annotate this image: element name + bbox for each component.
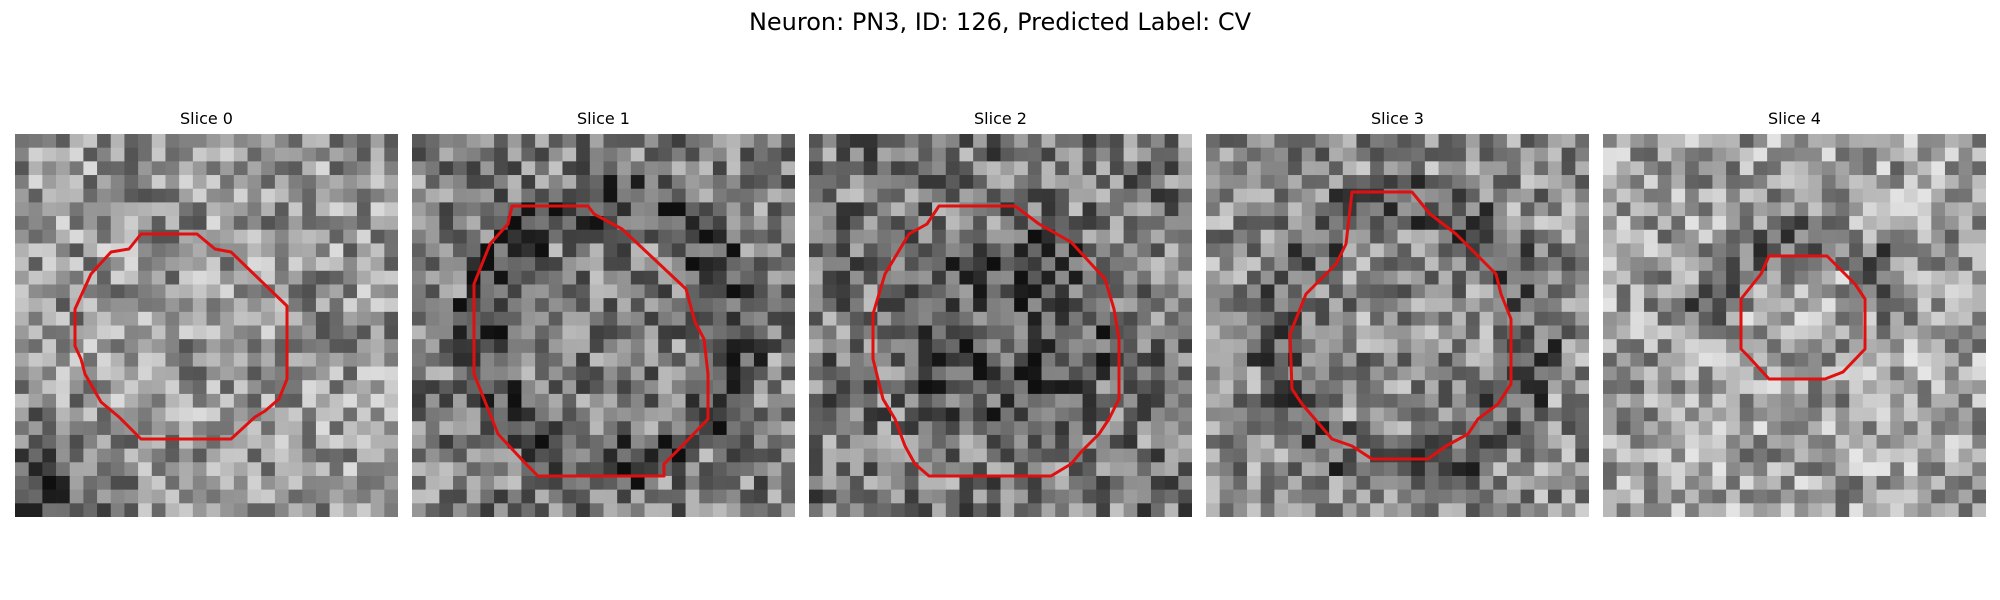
segmentation-contour: [472, 204, 710, 478]
slice-image-1: [412, 134, 795, 517]
slice-image-2: [809, 134, 1192, 517]
slice-panel-2: Slice 2: [809, 108, 1192, 518]
slice-title: Slice 1: [577, 109, 630, 128]
segmentation-contour: [871, 204, 1121, 478]
segmentation-contour: [1739, 254, 1867, 381]
slice-title: Slice 2: [974, 109, 1027, 128]
slice-image-3: [1206, 134, 1589, 517]
slice-title: Slice 4: [1768, 109, 1821, 128]
slice-title: Slice 3: [1371, 109, 1424, 128]
slice-title: Slice 0: [180, 109, 233, 128]
slice-panel-4: Slice 4: [1603, 108, 1986, 518]
figure-title: Neuron: PN3, ID: 126, Predicted Label: C…: [748, 8, 1252, 36]
slice-panel-3: Slice 3: [1206, 108, 1589, 518]
slice-image-0: [15, 134, 398, 517]
segmentation-contour: [1288, 190, 1513, 461]
slice-image-4: [1603, 134, 1986, 517]
slice-panel-1: Slice 1: [412, 108, 795, 518]
segmentation-contour: [73, 232, 289, 441]
slice-panel-0: Slice 0: [15, 108, 398, 518]
